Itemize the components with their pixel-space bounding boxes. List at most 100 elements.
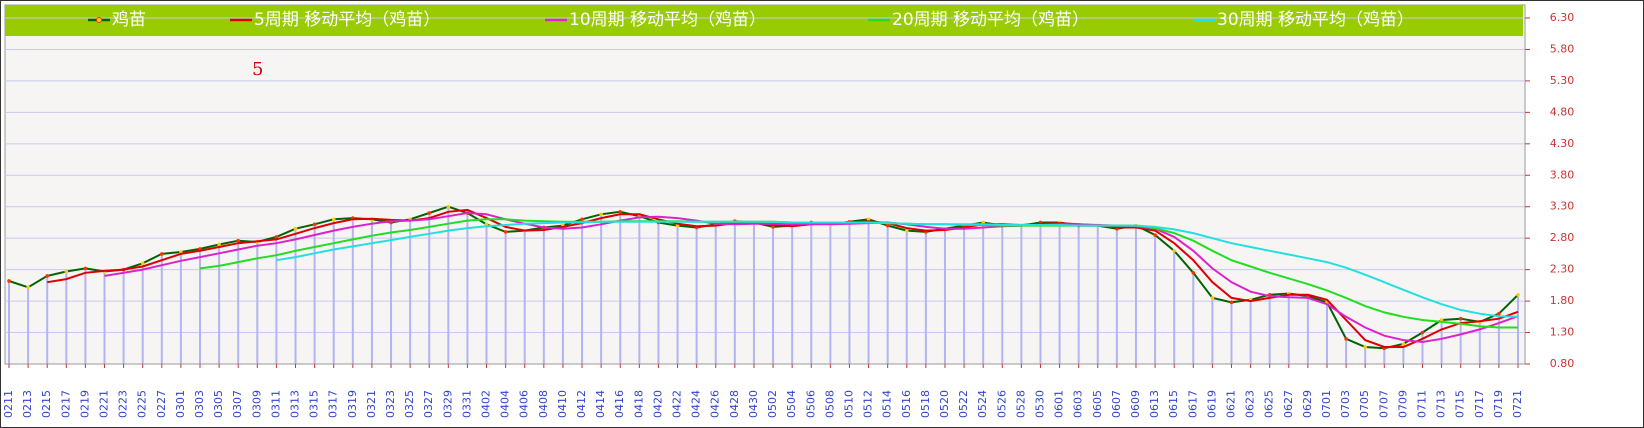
x-tick-label: 0416	[613, 390, 626, 418]
bar	[867, 219, 870, 364]
x-tick-label: 0617	[1186, 390, 1199, 418]
x-tick-label: 0313	[289, 390, 302, 418]
x-tick-label: 0721	[1511, 390, 1524, 418]
bar	[542, 227, 545, 364]
bar	[1077, 225, 1080, 364]
point	[312, 222, 317, 227]
point	[140, 261, 145, 266]
x-tick-label: 0418	[632, 390, 645, 418]
x-tick-label: 0623	[1244, 390, 1257, 418]
x-tick-label: 0317	[327, 390, 340, 418]
y-tick-label: 2.80	[1550, 231, 1575, 244]
point	[1458, 316, 1463, 321]
x-tick-label: 0625	[1263, 390, 1276, 418]
bar	[886, 225, 889, 364]
bar	[1115, 228, 1118, 364]
x-tick-label: 0530	[1033, 390, 1046, 418]
bar	[179, 252, 182, 364]
x-tick-label: 0325	[403, 390, 416, 418]
bar	[27, 287, 30, 364]
legend-label: 5周期 移动平均（鸡苗）	[254, 10, 440, 30]
bar	[733, 221, 736, 364]
point	[26, 285, 30, 290]
legend-label: 30周期 移动平均（鸡苗）	[1217, 10, 1414, 30]
bar	[1364, 347, 1367, 364]
x-tick-label: 0412	[575, 390, 588, 418]
bar	[1096, 225, 1099, 364]
point	[885, 223, 890, 228]
point	[1401, 342, 1406, 346]
x-tick-label: 0516	[900, 390, 913, 418]
y-tick-label: 3.80	[1550, 168, 1575, 181]
x-tick-label: 0424	[690, 390, 703, 418]
point	[904, 228, 909, 233]
x-tick-label: 0309	[250, 390, 263, 418]
x-tick-label: 0323	[384, 390, 397, 418]
x-tick-label: 0225	[136, 390, 149, 418]
bars	[8, 206, 1519, 364]
bar	[351, 218, 354, 364]
x-tick-label: 0711	[1415, 390, 1428, 418]
x-tick-label: 0709	[1396, 390, 1409, 418]
bar	[294, 228, 297, 364]
bar	[160, 253, 163, 364]
y-tick-label: 1.30	[1550, 326, 1575, 339]
bar	[581, 219, 584, 364]
x-tick-label: 0607	[1110, 390, 1123, 418]
point	[427, 211, 432, 215]
bar	[237, 240, 240, 364]
legend-bar	[5, 5, 1523, 36]
bar	[1211, 297, 1214, 364]
bar	[1440, 319, 1443, 364]
point	[274, 235, 279, 239]
x-tick-label: 0719	[1492, 390, 1505, 418]
bar	[943, 228, 946, 364]
legend-swatch-dot	[96, 17, 102, 23]
bar	[1001, 225, 1004, 364]
point	[217, 242, 221, 247]
bar	[1287, 293, 1290, 364]
bar	[523, 230, 526, 364]
x-tick-label: 0301	[174, 390, 187, 418]
bar	[1249, 299, 1252, 364]
bar	[772, 226, 775, 364]
x-tick-label: 0627	[1282, 390, 1295, 418]
lines	[7, 204, 1520, 351]
point	[599, 212, 603, 217]
x-tick-label: 0428	[728, 390, 741, 418]
bar	[447, 206, 450, 364]
bar	[428, 213, 431, 364]
x-tick-label: 0717	[1473, 390, 1486, 418]
axes: 0.80 1.30 1.80 2.30 2.80 3.30 3.80 4.30 4.80 5.30…	[2, 11, 1574, 418]
x-tick-label: 0703	[1339, 390, 1352, 418]
x-tick-label: 0331	[460, 390, 473, 418]
grid	[5, 17, 1525, 365]
x-tick-label: 0408	[537, 390, 550, 418]
x-tick-label: 0219	[78, 390, 91, 418]
x-tick-label: 0524	[976, 390, 989, 418]
y-tick-label: 3.30	[1550, 200, 1575, 213]
y-tick-label: 6.30	[1550, 11, 1575, 24]
bar	[390, 222, 393, 364]
x-tick-label: 0215	[40, 390, 53, 418]
x-tick-label: 0211	[2, 390, 15, 418]
x-tick-label: 0629	[1301, 390, 1314, 418]
point	[1210, 296, 1215, 300]
point	[1344, 337, 1348, 341]
x-tick-label: 0430	[747, 390, 760, 418]
bar	[103, 271, 106, 364]
point	[446, 204, 451, 209]
x-tick-label: 0514	[881, 390, 894, 418]
x-tick-label: 0410	[556, 390, 569, 418]
bar	[199, 248, 202, 364]
point	[1191, 270, 1196, 275]
x-tick-label: 0621	[1224, 390, 1237, 418]
bar	[924, 231, 927, 364]
point	[1363, 345, 1367, 349]
bar	[695, 227, 698, 364]
point	[7, 279, 11, 283]
y-tick-label: 0.80	[1550, 357, 1575, 370]
bar	[1039, 222, 1042, 364]
bar	[810, 222, 813, 364]
x-tick-label: 0422	[671, 390, 684, 418]
